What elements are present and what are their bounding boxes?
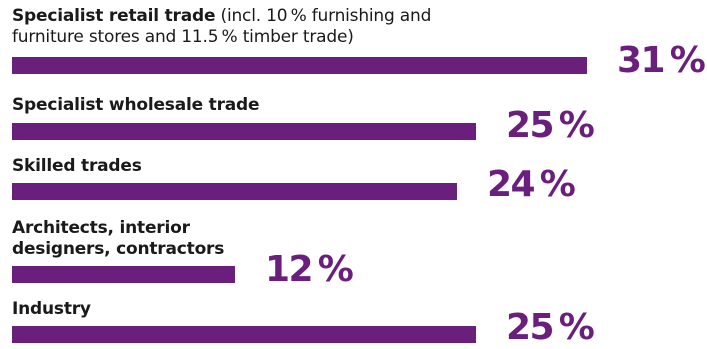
- value-label-architects-interior-designers-contractors: 12 %: [265, 249, 354, 290]
- bar-specialist-retail-trade: [12, 57, 587, 74]
- category-label-specialist-retail-trade: Specialist retail trade (incl. 10 % furn…: [12, 6, 432, 47]
- category-label-architects-interior-designers-contractors: Architects, interior designers, contract…: [12, 218, 225, 259]
- category-label-skilled-trades: Skilled trades: [12, 156, 142, 176]
- bar-specialist-wholesale-trade: [12, 123, 476, 140]
- bar-architects-interior-designers-contractors: [12, 266, 235, 283]
- value-label-specialist-wholesale-trade: 25 %: [506, 105, 595, 146]
- category-label-specialist-wholesale-trade: Specialist wholesale trade: [12, 95, 260, 115]
- bar-industry: [12, 326, 476, 343]
- value-label-specialist-retail-trade: 31 %: [617, 40, 706, 81]
- value-label-skilled-trades: 24 %: [487, 164, 576, 205]
- bar-skilled-trades: [12, 183, 457, 200]
- category-label-industry: Industry: [12, 299, 91, 319]
- value-label-industry: 25 %: [506, 307, 595, 348]
- category-note-specialist-retail-trade: (incl. 10 % furnishing and furniture sto…: [12, 6, 432, 47]
